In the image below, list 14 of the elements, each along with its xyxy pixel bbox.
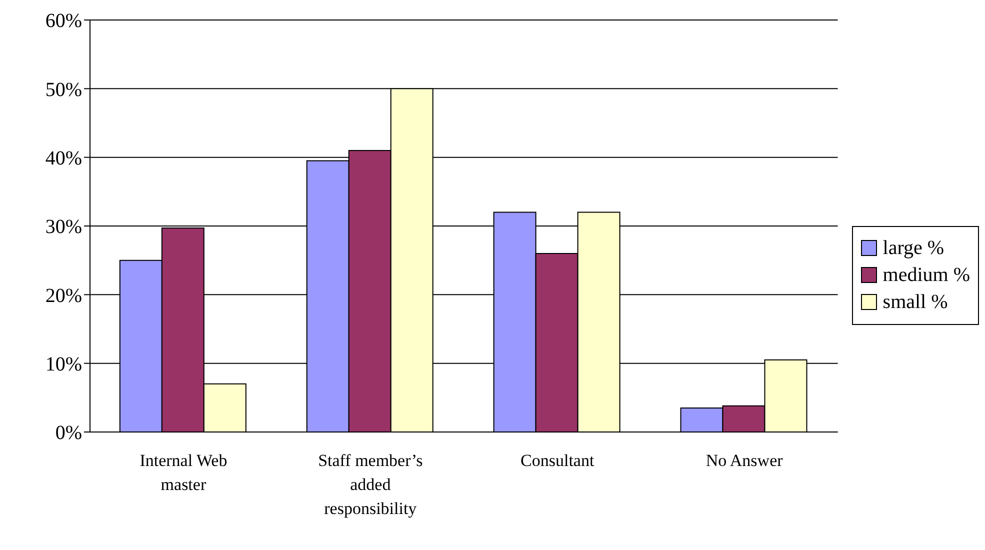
x-tick-label: Consultant	[520, 451, 594, 470]
x-tick-label: Internal Web master	[140, 451, 228, 494]
y-tick-label: 20%	[45, 284, 82, 307]
y-tick-label: 10%	[45, 353, 82, 376]
y-tick-label: 0%	[55, 422, 82, 444]
legend-label: small %	[882, 290, 949, 314]
x-tick-label: Staff member’s added responsibility	[318, 451, 423, 518]
legend-label: medium %	[882, 264, 970, 286]
y-tick-label: 30%	[45, 216, 82, 238]
legend-label: large %	[882, 236, 946, 260]
y-tick-label: 60%	[45, 10, 82, 32]
y-tick-label: 50%	[45, 78, 82, 101]
y-tick-label: 40%	[45, 147, 82, 170]
x-tick-label: No Answer	[706, 451, 784, 470]
